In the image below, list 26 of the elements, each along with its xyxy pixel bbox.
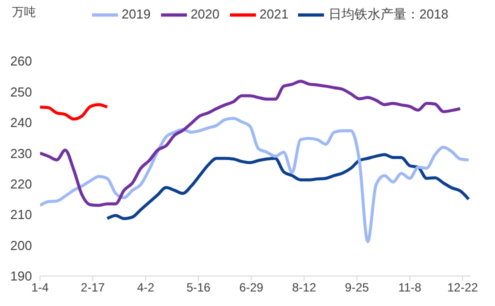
- y-tick-label: 220: [10, 176, 32, 192]
- x-tick-label: 9-25: [344, 280, 370, 295]
- x-tick-label: 5-16: [186, 280, 211, 295]
- legend-label: 2021: [260, 6, 288, 22]
- y-tick-label: 230: [10, 146, 32, 161]
- legend-label: 日均铁水产量：2018: [328, 6, 448, 22]
- x-tick-label: 11-8: [398, 280, 422, 295]
- y-axis-title: 万吨: [12, 4, 36, 21]
- y-tick-label: 240: [10, 115, 32, 130]
- x-tick-label: 4-2: [136, 280, 155, 295]
- y-tick-label: 190: [10, 268, 32, 284]
- line-series: [40, 116, 470, 244]
- x-tick-label: 1-4: [31, 280, 49, 295]
- line-series: [106, 153, 470, 220]
- y-tick-label: 250: [10, 84, 32, 100]
- x-tick-label: 6-29: [239, 280, 264, 295]
- y-tick-label: 260: [10, 54, 32, 69]
- y-tick-label: 200: [10, 238, 32, 253]
- x-tick-label: 12-22: [447, 280, 478, 295]
- line-series: [40, 103, 109, 121]
- x-tick-label: 2-17: [80, 280, 106, 295]
- legend-label: 2019: [122, 6, 151, 22]
- y-tick-label: 210: [10, 207, 32, 222]
- legend-label: 2020: [190, 6, 220, 22]
- x-tick-label: 8-12: [292, 280, 316, 295]
- line-series: [40, 80, 462, 207]
